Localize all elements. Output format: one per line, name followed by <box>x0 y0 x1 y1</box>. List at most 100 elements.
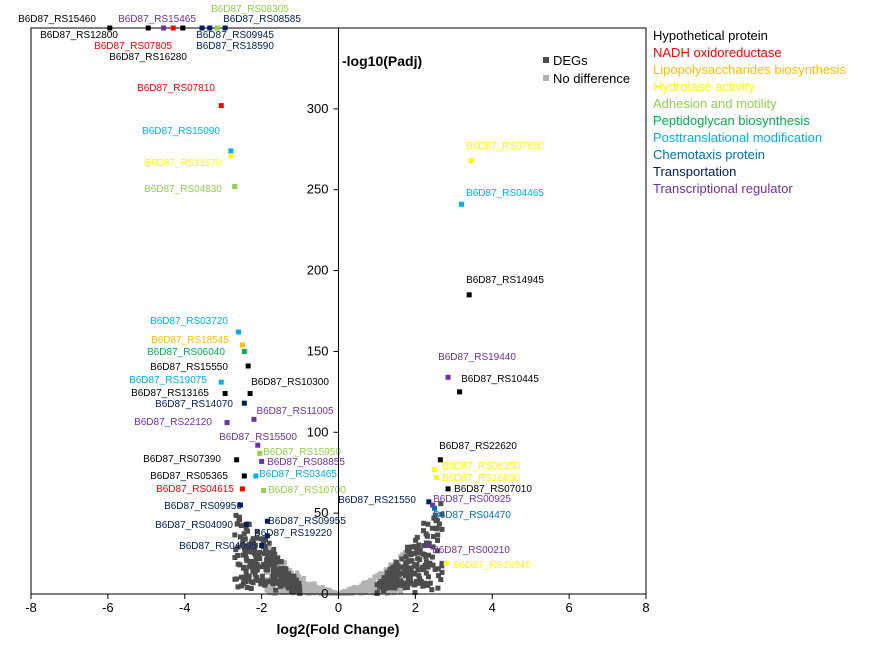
gene-marker <box>255 442 261 448</box>
deg-point <box>269 555 275 561</box>
deg-point <box>289 582 295 588</box>
gene-label: B6D87_RS00210 <box>432 545 510 556</box>
no-difference-point <box>309 589 314 594</box>
deg-point <box>246 521 252 527</box>
category-label: NADH oxidoreductase <box>653 45 782 60</box>
annotated-genes: B6D87_RS15460 B6D87_RS15465B6D87_RS08305B… <box>18 4 544 571</box>
deg-point <box>421 543 427 549</box>
no-difference-point <box>360 590 365 595</box>
deg-point <box>412 570 418 576</box>
deg-point <box>385 574 391 580</box>
gene-marker <box>443 560 449 566</box>
gene-marker <box>241 348 247 354</box>
gene-marker <box>243 521 249 527</box>
gene-label: B6D87_RS04470 <box>433 510 511 521</box>
deg-point <box>244 558 250 564</box>
no-difference-point <box>312 590 317 595</box>
no-difference-point <box>358 591 363 596</box>
deg-point <box>249 562 255 568</box>
gene-marker <box>218 103 224 109</box>
deg-point <box>237 562 243 568</box>
deg-point <box>392 570 398 576</box>
deg-point <box>272 551 278 557</box>
deg-point <box>291 577 297 583</box>
gene-marker <box>237 502 243 508</box>
y-axis-title: -log10(Padj) <box>342 53 422 69</box>
gene-marker <box>426 499 432 505</box>
gene-label: B6D87_RS11005 <box>256 406 334 417</box>
gene-label: B6D87_RS09950 <box>164 501 242 512</box>
no-difference-point <box>267 545 272 550</box>
gene-label: B6D87_RS08350 <box>442 461 520 472</box>
deg-points <box>232 501 445 596</box>
gene-marker <box>228 153 234 159</box>
deg-point <box>411 550 417 556</box>
x-tick-label: -4 <box>179 600 191 615</box>
y-tick-label: 0 <box>321 586 328 601</box>
deg-point <box>278 559 284 565</box>
gene-marker <box>214 25 220 31</box>
gene-label: B6D87_RS22620 <box>439 441 517 452</box>
deg-point <box>284 575 290 581</box>
deg-point <box>238 574 244 580</box>
y-tick-label: 200 <box>307 263 329 278</box>
category-label: Posttranslational modification <box>653 130 822 145</box>
gene-label: B6D87_RS10300 <box>251 377 329 388</box>
gene-marker <box>468 158 474 164</box>
deg-point <box>247 542 253 548</box>
x-tick-label: 0 <box>335 600 342 615</box>
deg-point <box>439 569 445 575</box>
no-difference-point <box>316 587 321 592</box>
deg-point <box>423 559 429 565</box>
no-difference-point <box>312 581 317 586</box>
deg-point <box>426 552 432 558</box>
gene-marker <box>228 148 234 154</box>
x-tick-label: 8 <box>642 600 649 615</box>
category-label: Hydrolase activity <box>653 79 755 94</box>
no-difference-point <box>304 591 309 596</box>
deg-point <box>405 571 411 577</box>
deg-point <box>244 543 250 549</box>
deg-point <box>429 587 435 593</box>
deg-point <box>278 565 284 571</box>
deg-point <box>439 560 445 566</box>
deg-point <box>436 521 442 527</box>
deg-point <box>246 573 252 579</box>
gene-marker <box>257 450 263 456</box>
deg-point <box>244 585 250 591</box>
deg-point <box>407 576 413 582</box>
category-legend: Hypothetical protein NADH oxidoreductase L… <box>653 28 846 196</box>
deg-point <box>413 545 419 551</box>
deg-point <box>236 517 242 523</box>
x-tick-label: -8 <box>25 600 37 615</box>
no-difference-point <box>282 563 287 568</box>
deg-point <box>416 542 422 548</box>
deg-point <box>245 576 251 582</box>
deg-point <box>426 574 432 580</box>
deg-point <box>288 575 294 581</box>
deg-point <box>256 553 262 559</box>
deg-point <box>399 580 405 586</box>
deg-point <box>384 570 390 576</box>
deg-point <box>297 590 303 596</box>
no-difference-point <box>268 591 273 596</box>
x-tick-label: 6 <box>566 600 573 615</box>
gene-label: B6D87_RS16940 <box>453 560 531 571</box>
gene-label: B6D87_RS07680 <box>466 141 544 152</box>
gene-marker <box>222 25 228 31</box>
deg-point <box>436 573 442 579</box>
no-difference-point <box>351 586 356 591</box>
gene-marker <box>430 502 436 508</box>
deg-point <box>391 575 397 581</box>
no-difference-point <box>284 590 289 595</box>
deg-point <box>273 587 279 593</box>
gene-marker <box>251 416 257 422</box>
deg-point <box>395 580 401 586</box>
gene-marker <box>445 486 451 492</box>
x-axis-title: log2(Fold Change) <box>277 621 400 637</box>
gene-marker <box>245 363 251 369</box>
deg-point <box>393 559 399 565</box>
no-difference-point <box>368 581 373 586</box>
deg-point <box>233 547 239 553</box>
